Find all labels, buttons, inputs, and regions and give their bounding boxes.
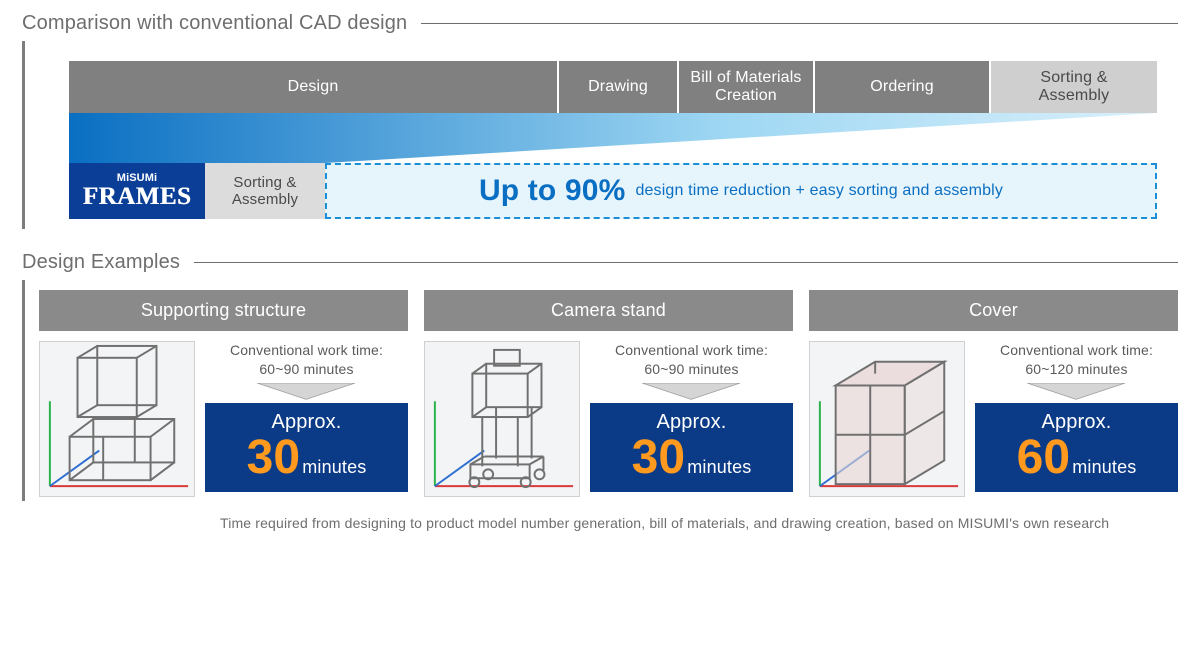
example-image (39, 341, 195, 497)
example-approx-label: Approx. (205, 411, 408, 434)
example-approx-unit: minutes (687, 458, 751, 476)
conventional-seg-3: Ordering (815, 61, 989, 113)
example-right: Conventional work time:60~120 minutes Ap… (975, 341, 1178, 497)
conventional-seg-2: Bill of MaterialsCreation (679, 61, 813, 113)
frames-benefit: Up to 90% design time reduction + easy s… (325, 163, 1157, 219)
example-title: Cover (809, 290, 1178, 331)
example-right: Conventional work time:60~90 minutes App… (590, 341, 793, 497)
section-title-rule (421, 23, 1178, 24)
section-title-comparison-label: Comparison with conventional CAD design (22, 12, 407, 35)
example-approx-num: 30 (632, 434, 686, 482)
comparison-panel: DesignDrawingBill of MaterialsCreationOr… (22, 41, 1178, 229)
chevron-down-icon (975, 383, 1178, 401)
bars-wrap: DesignDrawingBill of MaterialsCreationOr… (25, 41, 1178, 219)
examples-row: Supporting structure (25, 280, 1178, 497)
example-approx-value: 30 minutes (590, 434, 793, 482)
section-title-rule (194, 262, 1178, 263)
conventional-bar: DesignDrawingBill of MaterialsCreationOr… (69, 61, 1157, 113)
example-image (424, 341, 580, 497)
example-body: Conventional work time:60~90 minutes App… (39, 331, 408, 497)
frames-sort-segment: Sorting &Assembly (205, 163, 325, 219)
example-approx: Approx. 60 minutes (975, 403, 1178, 492)
examples-panel: Supporting structure (22, 280, 1178, 501)
example-approx-value: 60 minutes (975, 434, 1178, 482)
frames-benefit-small: design time reduction + easy sorting and… (635, 182, 1003, 200)
example-card-0: Supporting structure (39, 290, 408, 497)
wedge-icon (69, 113, 1157, 163)
example-title: Supporting structure (39, 290, 408, 331)
wedge-area (69, 113, 1157, 163)
section-title-comparison: Comparison with conventional CAD design (0, 0, 1200, 35)
example-approx-label: Approx. (590, 411, 793, 434)
frames-benefit-big: Up to 90% (479, 174, 625, 208)
example-body: Conventional work time:60~120 minutes Ap… (809, 331, 1178, 497)
chevron-down-icon (205, 383, 408, 401)
frames-logo-word: FRAMES (83, 184, 192, 209)
example-card-1: Camera stand (424, 290, 793, 497)
example-approx-label: Approx. (975, 411, 1178, 434)
example-approx: Approx. 30 minutes (590, 403, 793, 492)
section-title-examples: Design Examples (0, 251, 1200, 274)
frames-logo: MiSUMi FRAMES (69, 163, 205, 219)
example-body: Conventional work time:60~90 minutes App… (424, 331, 793, 497)
example-approx-value: 30 minutes (205, 434, 408, 482)
conventional-seg-0: Design (69, 61, 557, 113)
conventional-seg-4: Sorting &Assembly (991, 61, 1157, 113)
conventional-seg-1: Drawing (559, 61, 677, 113)
frames-bar: MiSUMi FRAMES Sorting &Assembly Up to 90… (69, 163, 1157, 219)
example-approx: Approx. 30 minutes (205, 403, 408, 492)
example-right: Conventional work time:60~90 minutes App… (205, 341, 408, 497)
example-conventional: Conventional work time:60~120 minutes (975, 341, 1178, 379)
example-image (809, 341, 965, 497)
example-approx-num: 30 (247, 434, 301, 482)
chevron-down-icon (590, 383, 793, 401)
section-title-examples-label: Design Examples (22, 251, 180, 274)
footnote: Time required from designing to product … (0, 501, 1200, 531)
example-approx-unit: minutes (1072, 458, 1136, 476)
example-conventional: Conventional work time:60~90 minutes (205, 341, 408, 379)
example-approx-num: 60 (1017, 434, 1071, 482)
example-approx-unit: minutes (302, 458, 366, 476)
example-title: Camera stand (424, 290, 793, 331)
example-conventional: Conventional work time:60~90 minutes (590, 341, 793, 379)
example-card-2: Cover Conventional work time:60~120 minu… (809, 290, 1178, 497)
